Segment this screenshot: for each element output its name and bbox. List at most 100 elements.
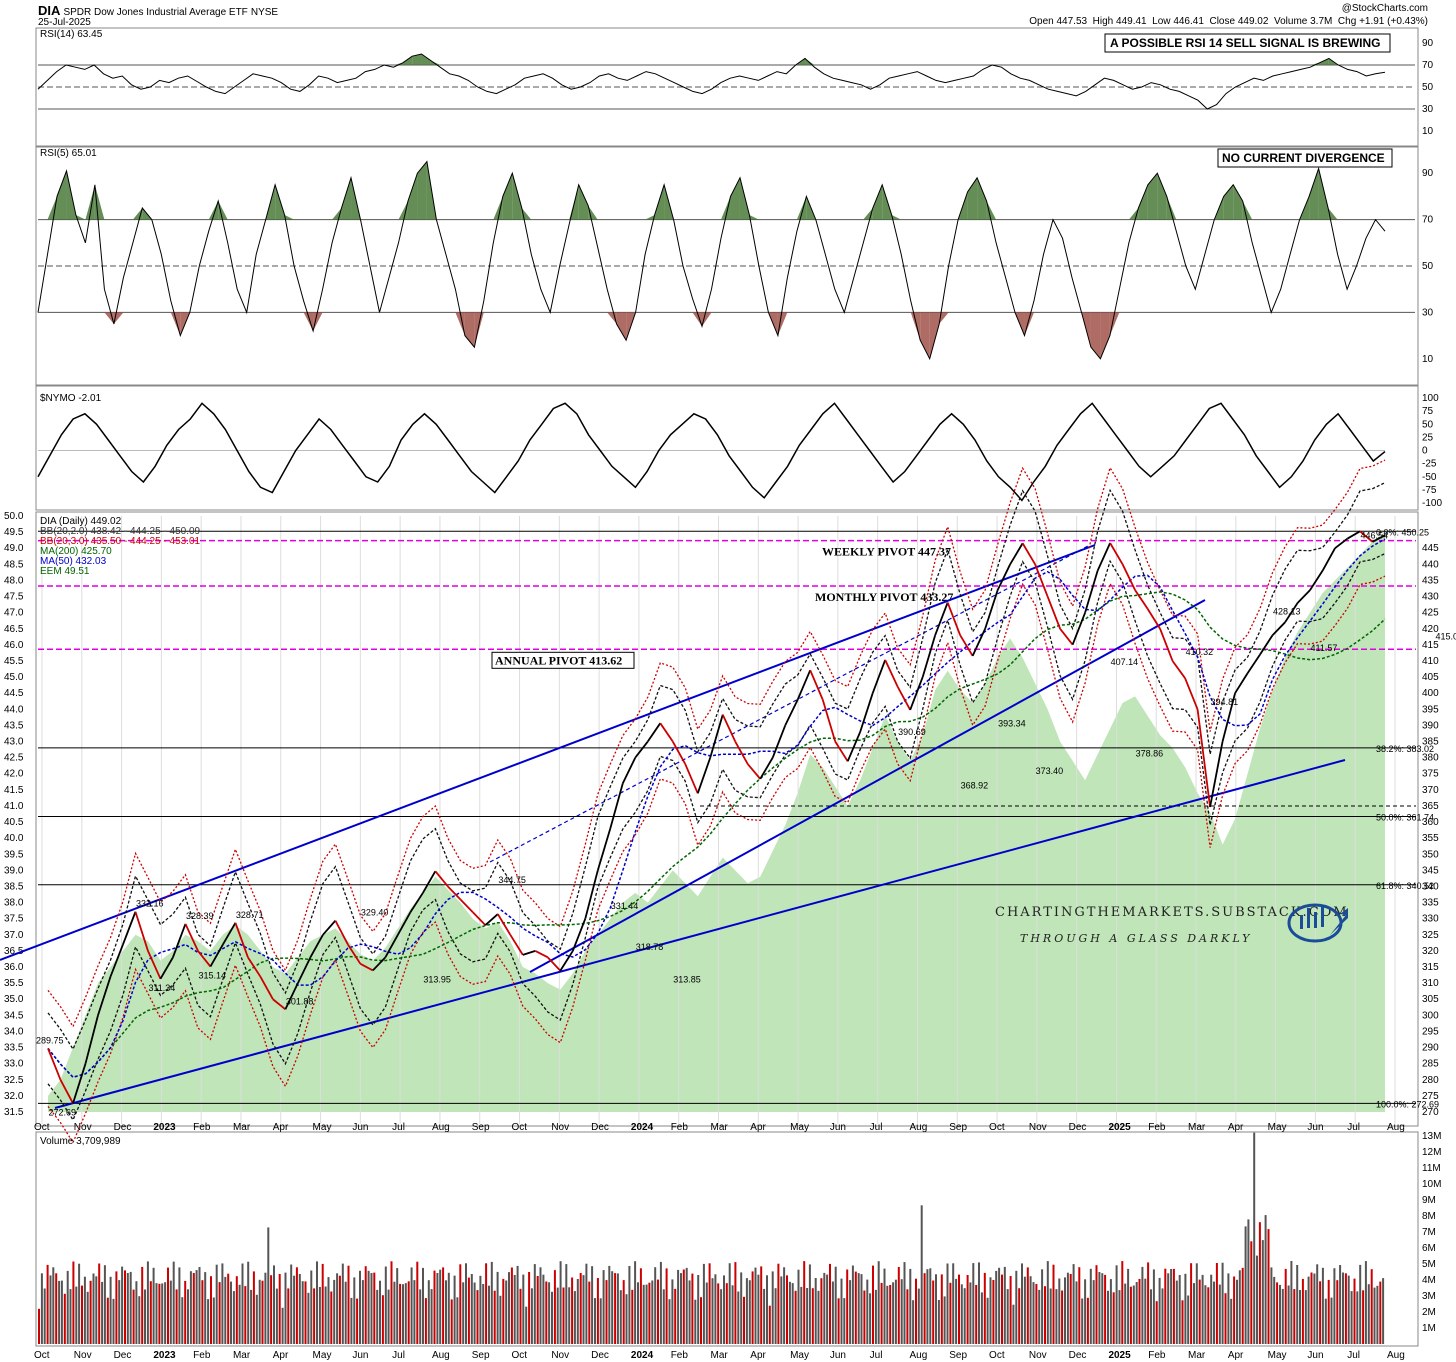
volume-bar — [1213, 1281, 1215, 1344]
volume-bar — [1273, 1276, 1276, 1344]
volume-bar — [863, 1290, 866, 1344]
volume-x-tick-label: Jun — [1307, 1350, 1323, 1361]
volume-bar — [1178, 1275, 1181, 1344]
volume-bar — [141, 1266, 144, 1344]
y-tick-label-left: 32.0 — [4, 1091, 24, 1102]
volume-tick-label: 2M — [1422, 1307, 1436, 1318]
price-segment — [1221, 692, 1236, 742]
volume-bar — [1321, 1267, 1324, 1344]
volume-bar — [442, 1267, 445, 1344]
volume-bar — [1015, 1270, 1018, 1344]
volume-x-tick-label: 2025 — [1108, 1350, 1131, 1361]
volume-bar — [381, 1295, 384, 1344]
volume-bar — [797, 1269, 800, 1344]
volume-bar — [605, 1280, 608, 1344]
price-segment — [1096, 542, 1111, 572]
volume-bar — [723, 1275, 725, 1344]
x-tick-label: Nov — [551, 1122, 569, 1133]
volume-bar — [834, 1266, 837, 1344]
volume-bar — [1313, 1273, 1316, 1344]
volume-bar — [60, 1280, 63, 1344]
price-segment — [834, 741, 849, 762]
price-segment — [1071, 612, 1086, 645]
volume-bar — [639, 1268, 642, 1344]
volume-bar — [63, 1293, 66, 1344]
price-segment — [1372, 534, 1386, 543]
volume-bar — [370, 1273, 373, 1344]
volume-bar — [1221, 1262, 1224, 1344]
volume-bar — [83, 1276, 86, 1344]
volume-x-tick-label: Apr — [1228, 1350, 1244, 1361]
price-segment — [1109, 542, 1124, 565]
volume-bar — [937, 1300, 940, 1344]
volume-bar — [1167, 1273, 1170, 1344]
volume-bar — [238, 1284, 241, 1344]
volume-bar — [1241, 1267, 1244, 1344]
volume-bar — [224, 1276, 227, 1344]
y-tick-label-right: 320 — [1422, 946, 1439, 957]
volume-bar — [823, 1272, 826, 1344]
volume-bar — [562, 1287, 565, 1344]
volume-bar — [115, 1271, 118, 1344]
volume-bar — [353, 1277, 356, 1344]
volume-bar — [700, 1297, 702, 1344]
price-segment — [272, 998, 286, 1010]
volume-bar — [118, 1280, 121, 1344]
volume-bar — [923, 1273, 926, 1344]
volume-tick-label: 11M — [1422, 1163, 1441, 1174]
oscillator-line — [37, 53, 1386, 110]
price-segment — [696, 757, 712, 794]
volume-bar — [883, 1268, 886, 1344]
volume-bar — [731, 1285, 734, 1344]
volume-bar — [542, 1274, 545, 1344]
price-segment — [871, 659, 887, 694]
volume-bar — [1270, 1267, 1273, 1344]
y-tick-label-left: 37.0 — [4, 930, 24, 941]
price-legend-ma200: MA(200) 425.70 — [40, 546, 112, 557]
price-segment — [909, 676, 924, 711]
exchange: NYSE — [250, 7, 279, 18]
volume-bar — [642, 1284, 645, 1344]
volume-bar — [717, 1283, 720, 1344]
volume-bar — [906, 1289, 909, 1344]
volume-bar — [1324, 1298, 1327, 1344]
overbought-fill — [218, 201, 228, 220]
price-segment — [1359, 530, 1374, 543]
volume-bar — [1198, 1279, 1201, 1344]
volume-bar — [86, 1291, 89, 1344]
price-segment — [1209, 741, 1224, 808]
volume-bar — [998, 1267, 1001, 1344]
volume-bar — [894, 1279, 897, 1344]
y-tick-label-right: 310 — [1422, 978, 1439, 989]
price-label: 344.75 — [498, 875, 526, 885]
x-tick-label: Oct — [512, 1122, 528, 1133]
volume-bar — [1081, 1298, 1084, 1344]
price-segment — [684, 763, 699, 794]
volume-bar — [808, 1264, 811, 1344]
volume-bar — [1281, 1288, 1284, 1344]
y-tick-label-left: 41.5 — [4, 785, 24, 796]
volume-bar — [995, 1270, 998, 1344]
price-segment — [297, 956, 312, 984]
y-tick-label-left: 49.0 — [4, 543, 24, 554]
volume-bar — [637, 1282, 639, 1344]
oversold-fill — [1109, 312, 1120, 336]
volume-bar — [1253, 1132, 1256, 1344]
volume-bar — [963, 1288, 966, 1344]
price-segment — [522, 950, 536, 956]
volume-bar — [1379, 1281, 1382, 1344]
price-label: 301.88 — [286, 996, 314, 1006]
y-tick-label-right: 300 — [1422, 1010, 1439, 1021]
volume-bar — [467, 1277, 470, 1344]
volume-bar — [886, 1285, 889, 1344]
volume-bar — [169, 1280, 172, 1344]
volume-bar — [926, 1269, 929, 1344]
volume-bar — [889, 1285, 892, 1344]
fib-label: 38.2%: 383.02 — [1376, 744, 1434, 754]
price-segment — [309, 934, 324, 958]
volume-bar — [920, 1205, 923, 1344]
x-tick-label: 2024 — [631, 1122, 654, 1133]
y-tick-label: 50 — [1422, 261, 1434, 272]
volume-bar — [462, 1282, 465, 1344]
y-tick-label-right: 290 — [1422, 1043, 1439, 1054]
